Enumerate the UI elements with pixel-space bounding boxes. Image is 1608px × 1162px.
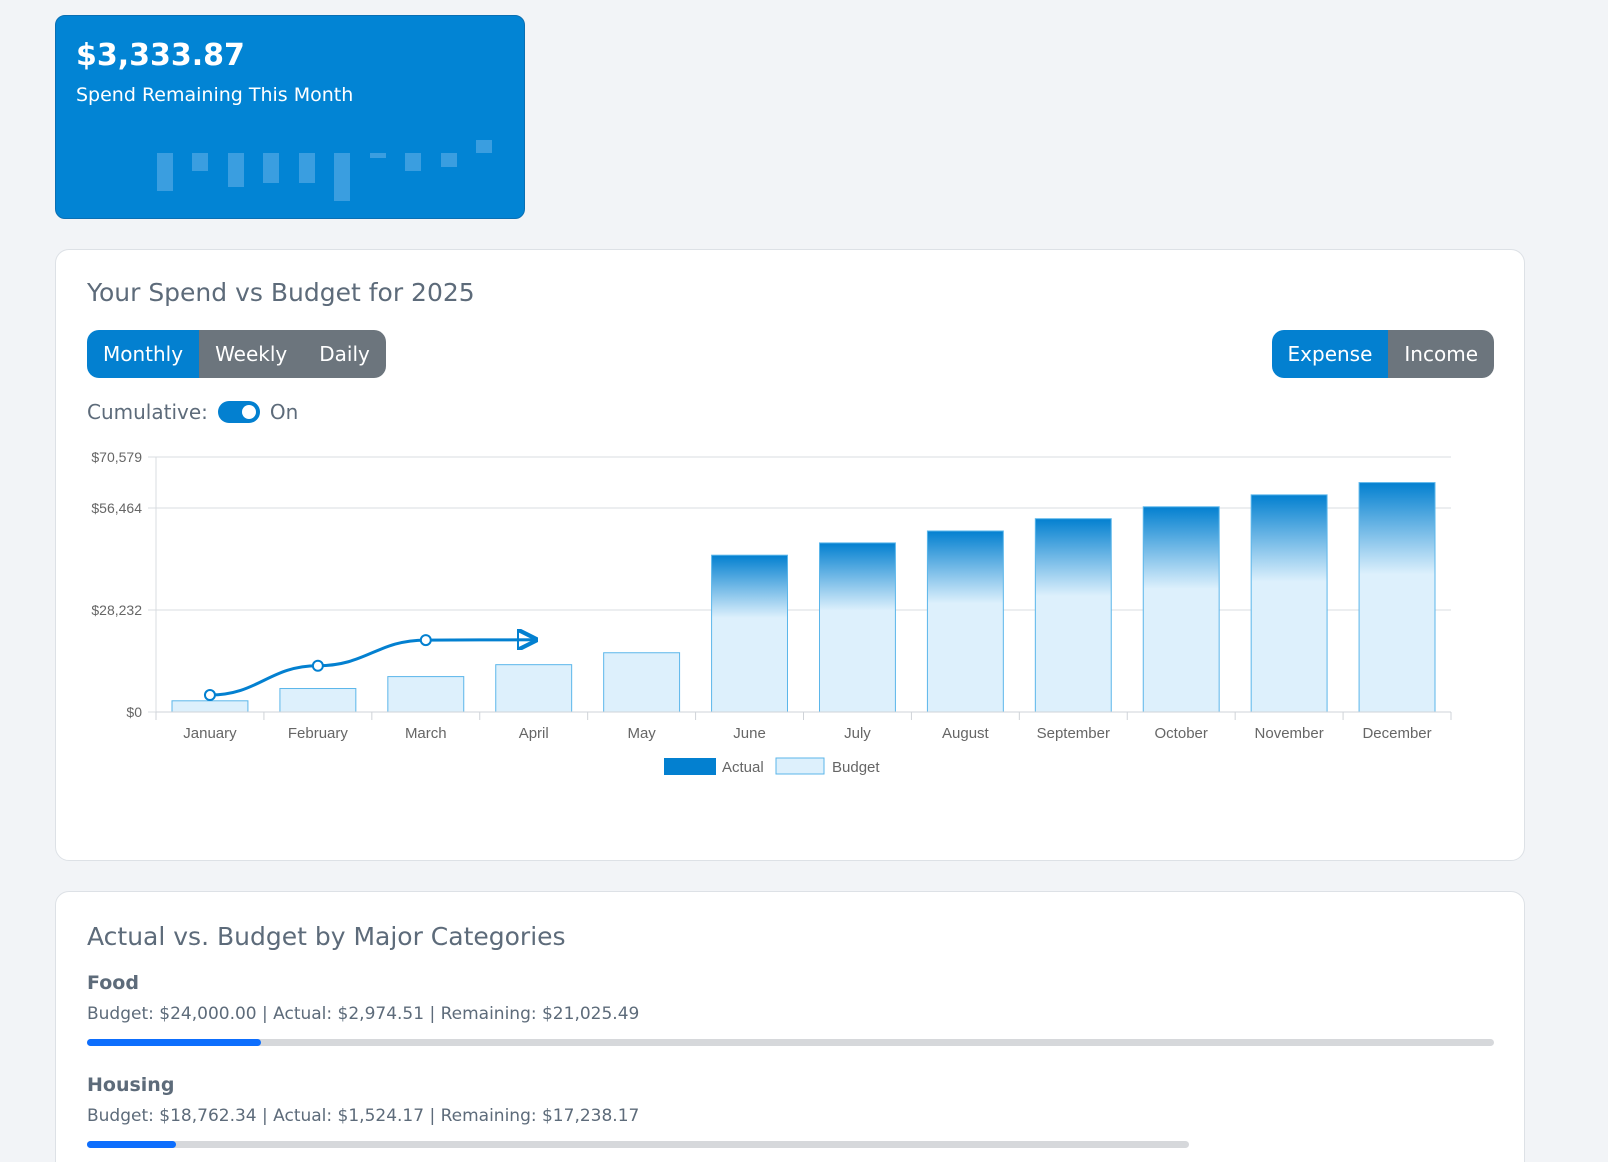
x-tick-label: July — [844, 725, 871, 742]
type-toggle-group: Expense Income — [1271, 330, 1494, 378]
x-tick-label: June — [733, 725, 766, 742]
x-tick-label: November — [1255, 725, 1324, 742]
x-tick-label: August — [942, 725, 990, 742]
actual-point-february[interactable] — [311, 659, 324, 672]
budget-bar-march[interactable] — [387, 676, 465, 713]
sparkline-bar — [370, 153, 386, 158]
x-tick-label: December — [1362, 725, 1431, 742]
legend-budget-label: Budget — [832, 759, 880, 776]
x-tick-label: September — [1037, 725, 1110, 742]
x-tick-label: January — [183, 725, 237, 742]
y-tick-label: $56,464 — [91, 500, 142, 516]
budget-bar-june[interactable] — [711, 554, 788, 713]
budget-bar-december[interactable] — [1358, 482, 1436, 713]
y-tick-label: $70,579 — [91, 449, 142, 465]
budget-bar-october[interactable] — [1142, 506, 1220, 713]
spend-remaining-card: $3,333.87 Spend Remaining This Month — [55, 15, 525, 219]
spend-vs-budget-chart: $0 $28,232 $56,464 $70,579 January February Ma… — [91, 449, 1452, 776]
category-food-progress — [87, 1039, 1494, 1046]
sparkline-bar — [476, 140, 492, 153]
spend-remaining-label: Spend Remaining This Month — [76, 84, 354, 106]
sparkline-bar — [334, 153, 350, 201]
category-housing: Housing Budget: $18,762.34 | Actual: $1,… — [87, 1074, 639, 1126]
cumulative-control: Cumulative: On — [87, 400, 298, 424]
legend-actual-swatch — [664, 758, 716, 775]
sparkline-bar — [405, 153, 421, 171]
y-tick-label: $28,232 — [91, 602, 142, 618]
categories-panel-title: Actual vs. Budget by Major Categories — [87, 922, 566, 951]
actual-line — [209, 640, 534, 697]
x-tick-label: March — [405, 725, 447, 742]
budget-bar-january[interactable] — [171, 700, 249, 713]
budget-bar-november[interactable] — [1250, 494, 1328, 713]
spend-vs-budget-panel: Your Spend vs Budget for 2025 Monthly We… — [55, 249, 1525, 861]
x-tick-label: October — [1155, 725, 1208, 742]
budget-bar-april[interactable] — [495, 664, 573, 713]
budget-bar-july[interactable] — [819, 542, 896, 713]
actual-point-march[interactable] — [419, 634, 432, 647]
spend-sparkline — [157, 140, 492, 201]
cumulative-state: On — [269, 400, 299, 424]
category-food: Food Budget: $24,000.00 | Actual: $2,974… — [87, 972, 639, 1024]
sparkline-bar — [299, 153, 315, 183]
progress-fill — [87, 1141, 177, 1148]
sparkline-bar — [228, 153, 244, 187]
toggle-knob — [241, 405, 256, 419]
actual-point-january[interactable] — [203, 689, 216, 702]
period-toggle-group: Monthly Weekly Daily — [87, 330, 386, 378]
y-tick-label: $0 — [126, 704, 142, 720]
budget-bar-may[interactable] — [603, 652, 681, 713]
category-name: Housing — [87, 1074, 175, 1096]
budget-bar-february[interactable] — [279, 688, 357, 713]
type-expense-button[interactable]: Expense — [1271, 330, 1389, 378]
period-daily-button[interactable]: Daily — [303, 330, 386, 378]
x-tick-label: April — [519, 725, 549, 742]
sparkline-bar — [263, 153, 279, 183]
period-monthly-button[interactable]: Monthly — [87, 330, 200, 378]
period-weekly-button[interactable]: Weekly — [199, 330, 304, 378]
type-income-button[interactable]: Income — [1388, 330, 1494, 378]
spend-remaining-amount: $3,333.87 — [76, 38, 245, 73]
x-tick-label: May — [627, 725, 656, 742]
budget-bar-september[interactable] — [1034, 518, 1112, 713]
category-housing-progress — [87, 1141, 1189, 1148]
progress-fill — [87, 1039, 262, 1046]
sparkline-bar — [192, 153, 208, 171]
legend-budget-swatch — [775, 757, 825, 775]
spend-panel-title: Your Spend vs Budget for 2025 — [87, 278, 475, 307]
categories-panel: Actual vs. Budget by Major Categories Fo… — [55, 891, 1525, 1162]
legend-actual-label: Actual — [722, 759, 764, 776]
category-detail: Budget: $24,000.00 | Actual: $2,974.51 |… — [87, 1004, 640, 1024]
category-name: Food — [87, 972, 139, 994]
cumulative-label: Cumulative: — [87, 400, 208, 424]
sparkline-bar — [157, 153, 173, 191]
x-tick-label: February — [288, 725, 349, 742]
sparkline-bar — [441, 153, 457, 167]
category-detail: Budget: $18,762.34 | Actual: $1,524.17 |… — [87, 1106, 640, 1126]
budget-bar-august[interactable] — [926, 530, 1004, 713]
cumulative-toggle[interactable] — [217, 401, 260, 423]
